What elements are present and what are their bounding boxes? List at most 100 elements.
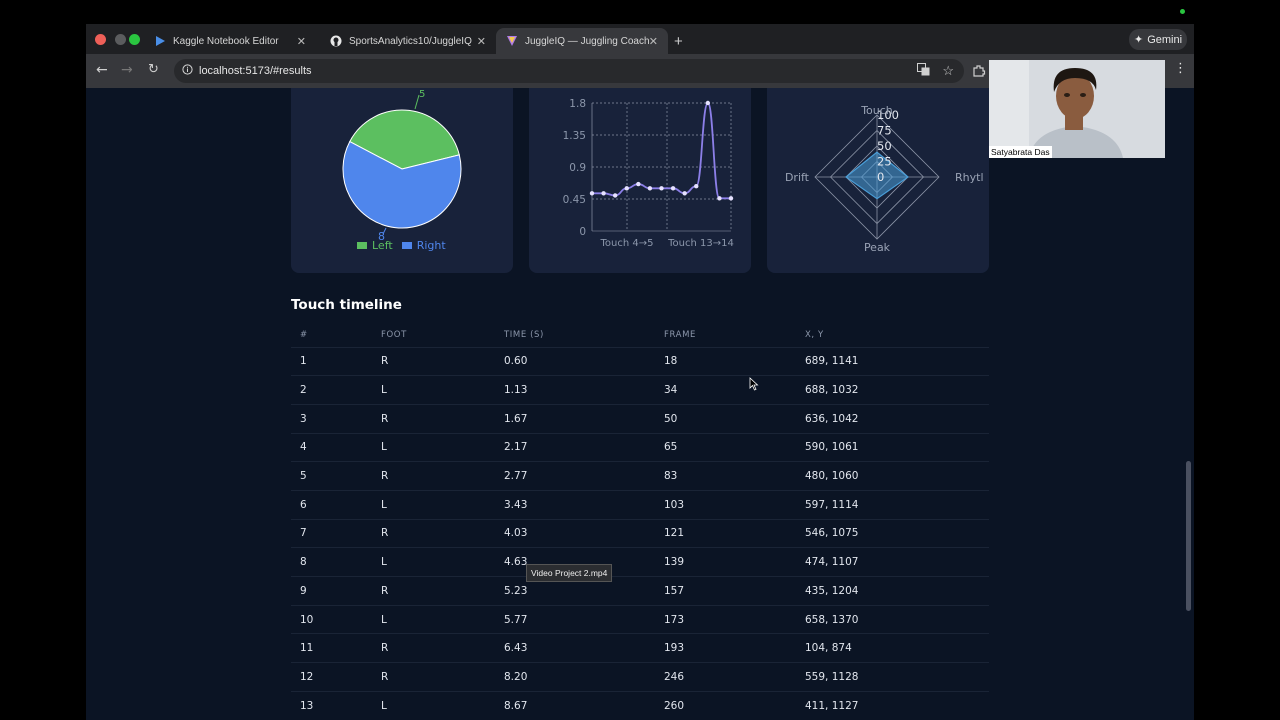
table-cell: 260 (655, 690, 796, 720)
table-row: 6 L 3.43 103 597, 1114 (291, 489, 989, 520)
gemini-label: Gemini (1147, 33, 1183, 46)
table-cell: 8.67 (495, 690, 655, 720)
table-cell: R (372, 576, 495, 606)
pie-label-right: 8 (378, 230, 385, 243)
close-window-button[interactable] (95, 34, 106, 45)
data-point (728, 196, 734, 201)
x-tick-label: Touch 13→14 (667, 238, 734, 249)
table-cell: 83 (655, 461, 796, 491)
table-cell: 5 (291, 461, 372, 491)
translate-icon[interactable] (917, 63, 930, 79)
table-row: 4 L 2.17 65 590, 1061 (291, 432, 989, 462)
table-cell: 8 (291, 547, 372, 577)
table-cell: 103 (655, 489, 796, 520)
extensions-icon[interactable] (972, 63, 986, 82)
y-tick-label: 1.8 (569, 98, 586, 110)
mouse-cursor-icon (749, 377, 759, 391)
table-cell: 1 (291, 346, 372, 376)
tab-bar: Kaggle Notebook Editor ✕ SportsAnalytics… (86, 24, 1194, 54)
data-point (647, 186, 653, 191)
site-info-icon[interactable] (182, 64, 193, 78)
table-row: 12 R 8.20 246 559, 1128 (291, 662, 989, 692)
table-cell: 2.77 (495, 461, 655, 491)
table-cell: 1.13 (495, 375, 655, 405)
maximize-window-button[interactable] (129, 34, 140, 45)
table-cell: 193 (655, 633, 796, 663)
forward-arrow-icon[interactable]: → (121, 62, 133, 78)
table-cell: L (372, 375, 495, 405)
y-tick-label: 0.9 (569, 162, 586, 174)
table-row: 2 L 1.13 34 688, 1032 (291, 375, 989, 405)
legend-label-left: Left (372, 239, 393, 252)
table-cell: 0.60 (495, 346, 655, 376)
table-cell: 1.67 (495, 403, 655, 434)
table-cell: 689, 1141 (796, 346, 989, 376)
table-cell: 121 (655, 518, 796, 548)
bookmark-star-icon[interactable]: ☆ (942, 63, 954, 78)
tab-close-icon[interactable]: ✕ (296, 35, 306, 48)
table-cell: R (372, 633, 495, 663)
table-cell: 4.03 (495, 518, 655, 548)
table-row: 5 R 2.77 83 480, 1060 (291, 461, 989, 491)
gemini-button[interactable]: ✦ Gemini (1129, 29, 1187, 50)
skill-radar-card: 100 75 50 25 0 Touch Rhytl Peak Drift (767, 88, 989, 273)
column-header: TIME (S) (504, 329, 544, 340)
menu-kebab-icon[interactable]: ⋮ (1174, 61, 1187, 76)
data-point (705, 100, 711, 106)
table-cell: R (372, 403, 495, 434)
camera-indicator (1180, 9, 1185, 14)
minimize-window-button[interactable] (115, 34, 126, 45)
legend-swatch-left (357, 242, 367, 249)
table-cell: 8.20 (495, 662, 655, 692)
radar-data-area (844, 151, 910, 200)
table-row: 11 R 6.43 193 104, 874 (291, 633, 989, 663)
interval-series-line (591, 102, 731, 200)
kaggle-play-icon (154, 35, 166, 47)
x-tick-label: Touch 4→5 (600, 238, 654, 249)
table-cell: 435, 1204 (796, 576, 989, 606)
data-point (612, 193, 618, 198)
tab-close-icon[interactable]: ✕ (476, 35, 486, 48)
juggleiq-logo-icon (506, 35, 518, 47)
table-row: 9 R 5.23 157 435, 1204 (291, 576, 989, 606)
reload-icon[interactable]: ↻ (148, 62, 159, 77)
table-cell: 173 (655, 604, 796, 634)
back-arrow-icon[interactable]: ← (96, 62, 108, 78)
results-page: 5 8 Left Right 1.8 1.35 0.9 0.45 0 Touch 4→5 T… (86, 88, 1194, 720)
table-cell: 104, 874 (796, 633, 989, 663)
table-cell: 6.43 (495, 633, 655, 663)
table-row: 8 L 4.63 139 474, 1107 (291, 547, 989, 577)
table-cell: 2.17 (495, 432, 655, 462)
table-header-row: # FOOT TIME (S) FRAME X, Y (291, 323, 989, 347)
radar-axis-label: Drift (785, 171, 810, 184)
column-header: # (300, 329, 308, 340)
y-tick-label: 0 (579, 226, 586, 238)
legend-swatch-right (401, 242, 412, 249)
pie-legend: Left Right (357, 239, 446, 252)
y-tick-label: 0.45 (563, 194, 586, 206)
table-row: 7 R 4.03 121 546, 1075 (291, 518, 989, 548)
presenter-avatar (989, 60, 1165, 158)
table-cell: L (372, 604, 495, 634)
tab-github[interactable]: SportsAnalytics10/JuggleIQ ✕ (320, 28, 496, 54)
data-point (636, 181, 641, 187)
tab-close-icon[interactable]: ✕ (648, 35, 658, 48)
address-bar[interactable]: localhost:5173/#results ☆ (174, 59, 964, 83)
tab-kaggle[interactable]: Kaggle Notebook Editor ✕ (144, 28, 316, 54)
table-cell: 474, 1107 (796, 547, 989, 577)
table-cell: 5.77 (495, 604, 655, 634)
tab-juggleiq[interactable]: JuggleIQ — Juggling Coach ✕ (496, 28, 668, 54)
new-tab-button[interactable]: + (674, 32, 683, 50)
data-point (624, 186, 629, 191)
y-tick-label: 1.35 (563, 130, 586, 142)
table-cell: L (372, 547, 495, 577)
radar-tick-label: 100 (877, 108, 899, 122)
radar-tick-label: 25 (877, 155, 892, 169)
url-text: localhost:5173/#results (199, 65, 312, 77)
radar-axis-label: Peak (864, 241, 891, 254)
table-cell: 10 (291, 604, 372, 634)
table-cell: 597, 1114 (796, 489, 989, 520)
page-scrollbar[interactable] (1186, 461, 1191, 611)
table-row: 3 R 1.67 50 636, 1042 (291, 403, 989, 434)
